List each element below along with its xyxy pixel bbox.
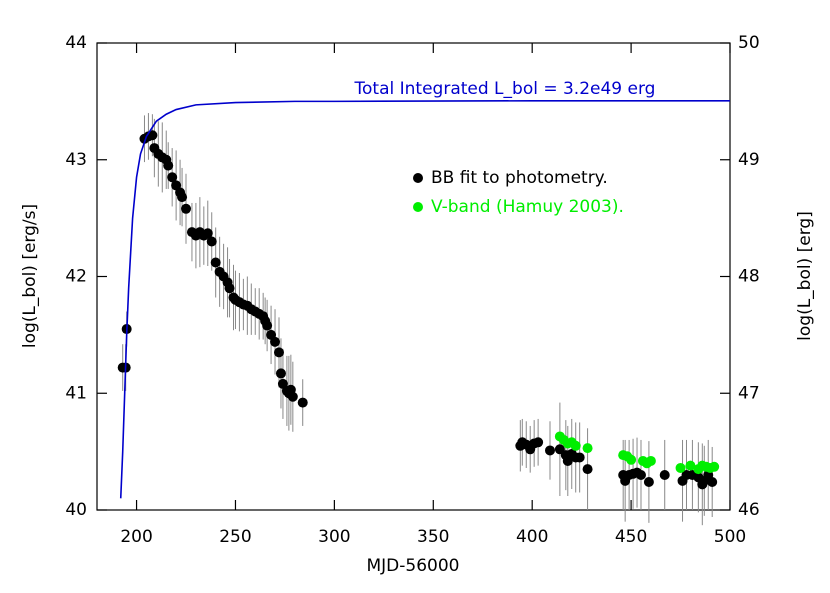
legend-marker: [413, 173, 423, 183]
data-point: [167, 172, 178, 183]
y2-tick-label: 46: [738, 500, 760, 520]
y2-tick-label: 47: [738, 383, 760, 403]
y2-axis-label: log(L_bol) [erg]: [795, 211, 815, 341]
data-point: [570, 440, 581, 451]
data-point: [163, 160, 174, 171]
x-tick-label: 350: [417, 527, 449, 547]
line-annotation: Total Integrated L_bol = 3.2e49 erg: [354, 79, 656, 99]
data-point: [645, 455, 656, 466]
data-point: [659, 469, 670, 480]
data-point: [147, 130, 158, 141]
y2-tick-label: 48: [738, 267, 760, 287]
data-point: [202, 228, 213, 239]
data-point: [273, 347, 284, 358]
x-tick-label: 250: [219, 527, 251, 547]
data-point: [287, 391, 298, 402]
data-point: [709, 461, 720, 472]
y-tick-label: 44: [65, 33, 87, 53]
data-point: [177, 192, 188, 203]
x-tick-label: 450: [615, 527, 647, 547]
data-point: [685, 460, 696, 471]
data-point: [224, 283, 235, 294]
legend-marker: [413, 202, 423, 212]
data-point: [270, 336, 281, 347]
y2-tick-label: 49: [738, 150, 760, 170]
data-point: [635, 469, 646, 480]
data-point: [582, 443, 593, 454]
plot-frame: [96, 42, 731, 511]
data-point: [275, 368, 286, 379]
y-tick-label: 40: [65, 500, 87, 520]
x-axis-label: MJD-56000: [367, 556, 460, 576]
x-tick-label: 300: [318, 527, 350, 547]
y2-tick-label: 50: [738, 33, 760, 53]
data-point: [297, 397, 308, 408]
y-tick-label: 42: [65, 267, 87, 287]
x-tick-label: 200: [120, 527, 152, 547]
data-point: [262, 320, 273, 331]
data-point: [707, 476, 718, 487]
legend-label: BB fit to photometry.: [431, 168, 608, 188]
y-tick-label: 43: [65, 150, 87, 170]
data-point: [181, 203, 192, 214]
y-axis-label: log(L_bol) [erg/s]: [20, 204, 40, 348]
data-point: [533, 437, 544, 448]
data-point: [210, 257, 221, 268]
y-tick-label: 41: [65, 383, 87, 403]
data-point: [626, 454, 637, 465]
legend-label: V-band (Hamuy 2003).: [431, 197, 624, 217]
data-point: [582, 464, 593, 475]
data-point: [544, 445, 555, 456]
data-point: [574, 452, 585, 463]
data-point: [675, 462, 686, 473]
integrated-line: [119, 99, 730, 499]
data-point: [206, 236, 217, 247]
x-tick-label: 500: [714, 527, 746, 547]
x-tick-label: 400: [516, 527, 548, 547]
data-point: [643, 476, 654, 487]
